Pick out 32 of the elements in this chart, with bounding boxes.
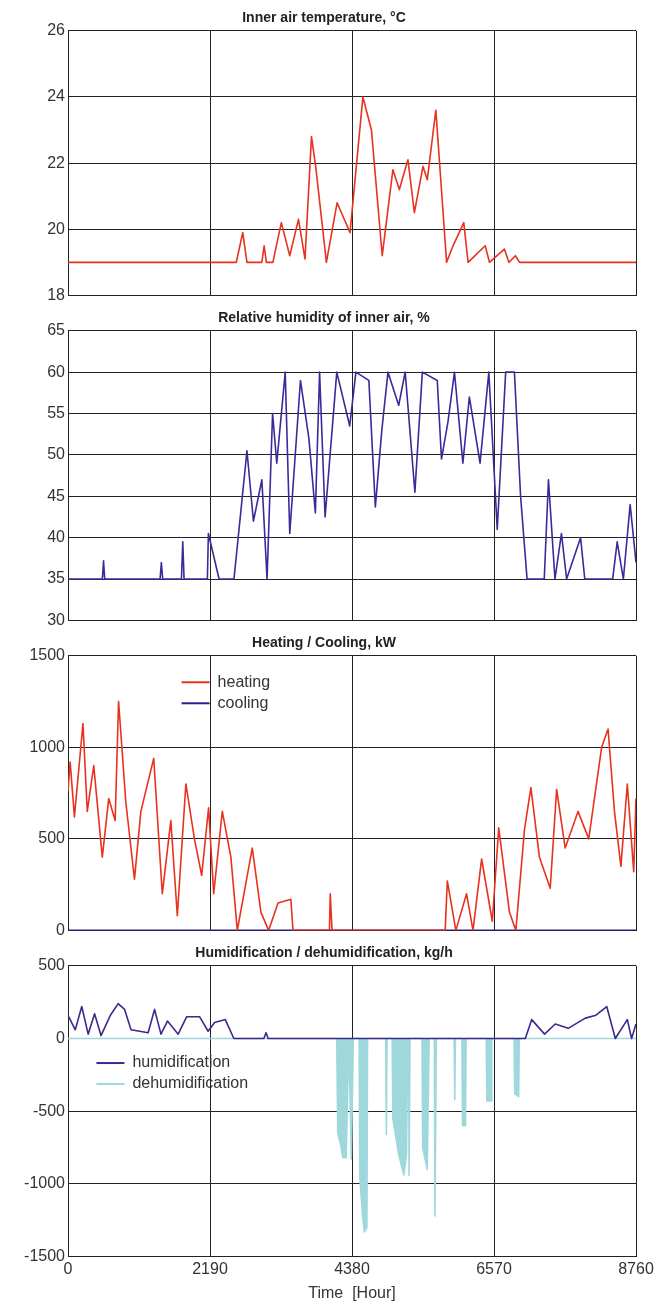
x-tick-label: 4380 <box>334 1259 370 1277</box>
chart-title: Humidification / dehumidification, kg/h <box>195 944 453 961</box>
x-tick-label: 6570 <box>476 1259 512 1277</box>
y-tick-label: 0 <box>56 920 66 938</box>
legend-label: heating <box>217 672 271 690</box>
y-tick-label: 45 <box>47 486 66 504</box>
y-tick-label: 500 <box>38 956 66 974</box>
y-tick-label: -500 <box>32 1101 66 1119</box>
x-tick-label: 2190 <box>192 1259 228 1277</box>
x-axis-title: Time [Hour] <box>308 1283 396 1301</box>
chart-title: Heating / Cooling, kW <box>252 634 397 651</box>
y-tick-label: 40 <box>47 528 66 546</box>
y-tick-label: 18 <box>47 285 66 303</box>
y-tick-label: 50 <box>47 445 66 463</box>
legend-label: cooling <box>217 693 269 711</box>
y-tick-label: 35 <box>47 569 66 587</box>
y-tick-label: 1000 <box>29 737 66 755</box>
y-tick-label: 20 <box>47 219 66 237</box>
y-tick-label: 65 <box>47 321 66 339</box>
chart-title: Relative humidity of inner air, % <box>218 309 431 326</box>
y-tick-label: 500 <box>38 829 66 847</box>
y-tick-label: 26 <box>47 21 66 39</box>
y-tick-label: -1000 <box>24 1174 66 1192</box>
y-tick-label: 55 <box>47 403 66 421</box>
chart-title: Inner air temperature, °C <box>242 9 406 26</box>
y-tick-label: 24 <box>47 87 66 105</box>
y-tick-label: 22 <box>47 153 66 171</box>
y-tick-label: 0 <box>56 1028 66 1046</box>
x-tick-label: 8760 <box>618 1259 654 1277</box>
y-tick-label: 1500 <box>29 646 66 664</box>
y-tick-label: 60 <box>47 362 66 380</box>
y-tick-label: 30 <box>47 610 66 628</box>
